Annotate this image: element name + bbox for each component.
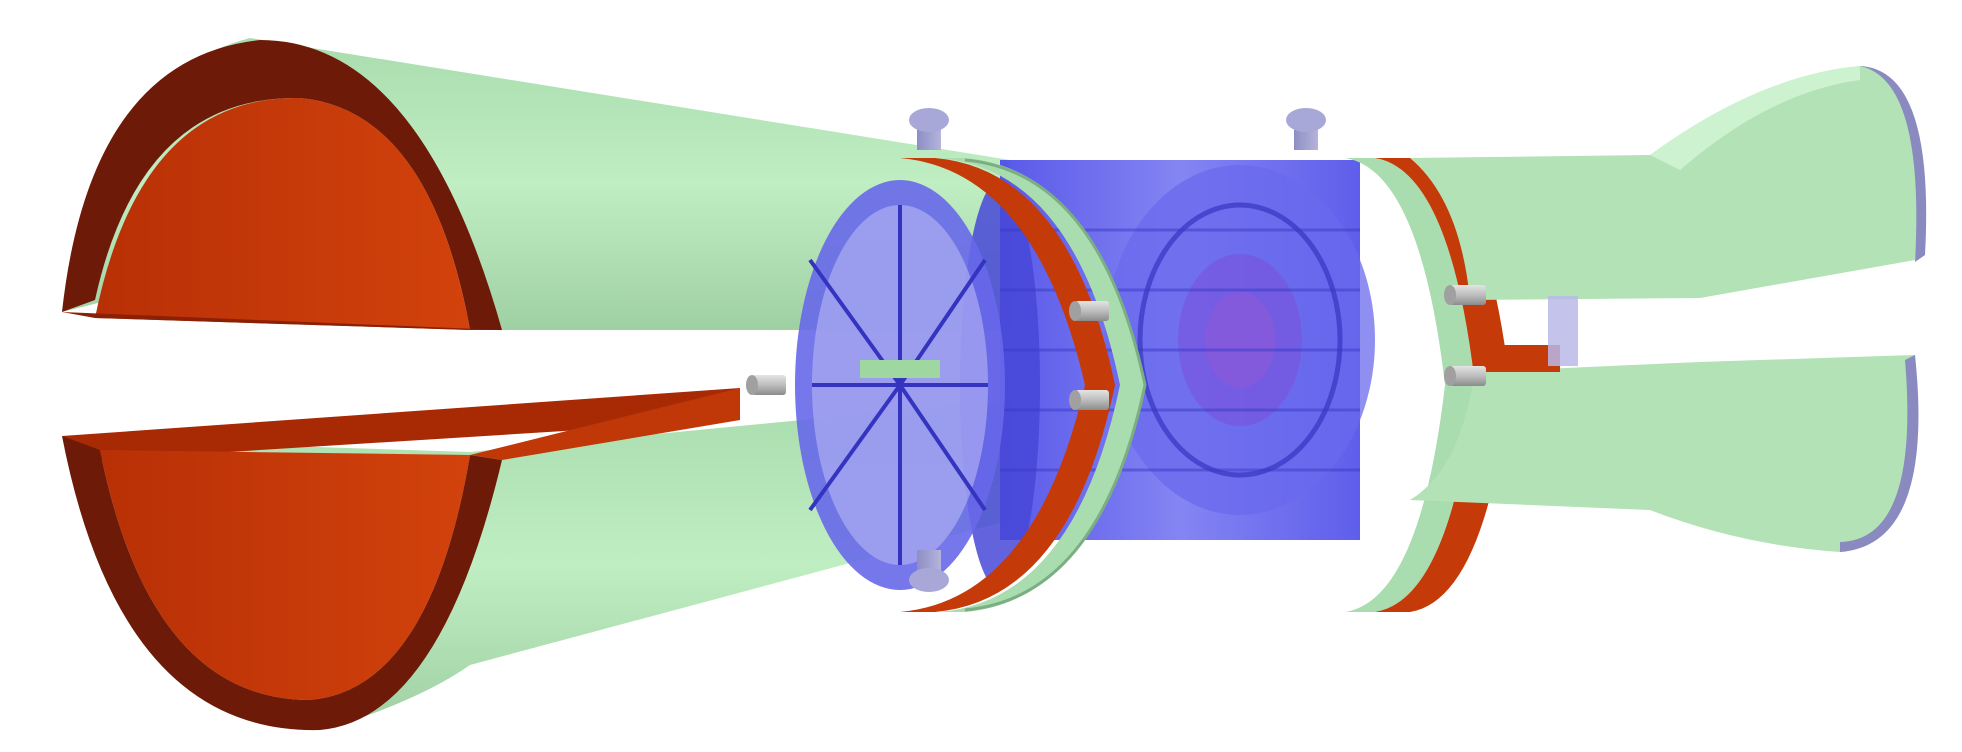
gap-support-bar <box>1548 296 1578 366</box>
right-funnel-lower <box>1410 345 1919 552</box>
pin-core-lower <box>1069 390 1109 410</box>
left-end-disc <box>795 180 1005 590</box>
pin-right-lower <box>1444 366 1486 386</box>
pin-core-upper <box>1069 301 1109 321</box>
top-left-knob <box>909 108 949 150</box>
pin-right-upper <box>1444 285 1486 305</box>
left-funnel-lower <box>62 388 1010 731</box>
pin-left-gap <box>746 375 786 395</box>
top-right-knob <box>1286 108 1326 150</box>
right-funnel-upper <box>1410 66 1927 300</box>
left-flange-rings <box>900 158 1147 612</box>
left-funnel-upper <box>62 38 1010 330</box>
bottom-left-knob <box>909 550 949 592</box>
